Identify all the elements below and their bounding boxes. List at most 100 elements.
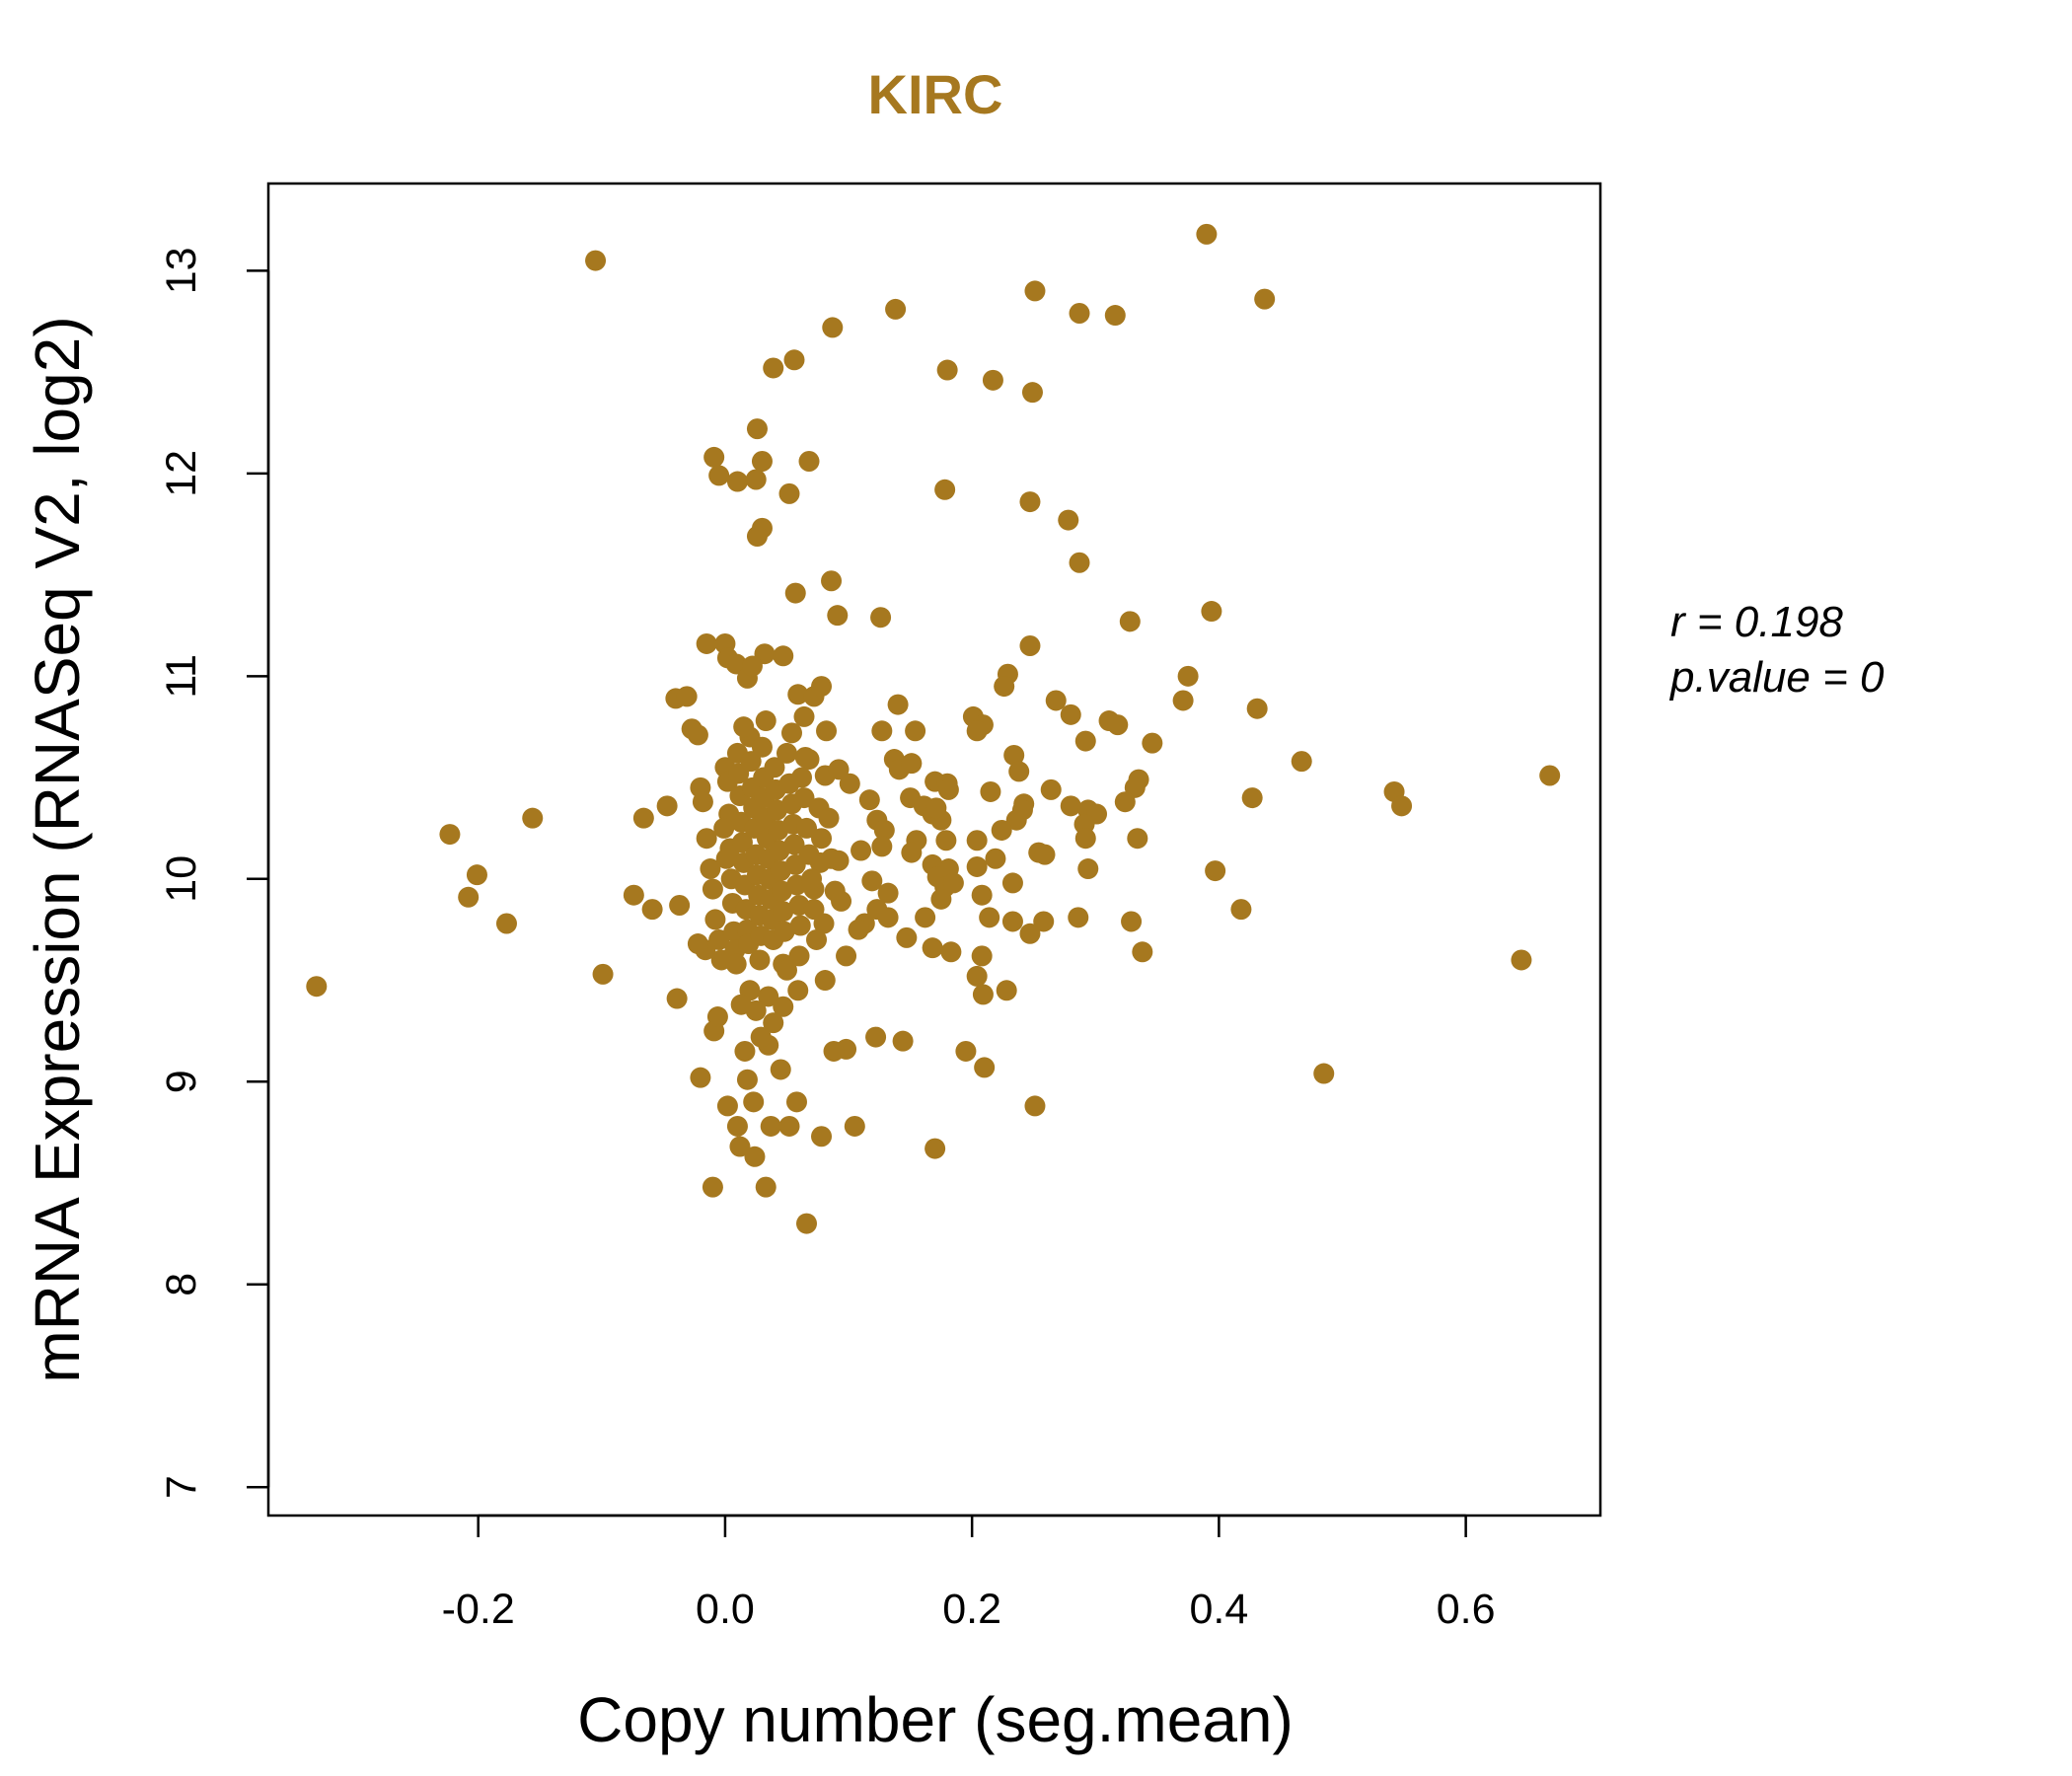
data-point	[1230, 899, 1252, 921]
data-point	[994, 676, 1015, 698]
data-point	[865, 1026, 887, 1048]
data-point	[725, 953, 747, 975]
data-point	[783, 349, 805, 371]
data-point	[1201, 601, 1222, 623]
data-point	[755, 1176, 777, 1198]
data-point	[858, 789, 880, 811]
data-point	[1045, 690, 1067, 711]
correlation-r: r = 0.198	[1670, 598, 1843, 646]
data-point	[1511, 949, 1532, 971]
data-point	[980, 780, 1001, 802]
data-point	[1142, 732, 1163, 754]
data-point	[758, 986, 779, 1007]
data-point	[922, 937, 943, 959]
y-tick-label: 13	[158, 247, 205, 294]
data-point	[1539, 765, 1561, 786]
data-point	[821, 570, 843, 592]
data-point	[725, 653, 747, 675]
data-point	[1246, 698, 1268, 719]
data-point	[887, 694, 909, 715]
y-tick-label: 11	[158, 654, 205, 699]
x-tick-label: 0.0	[696, 1586, 755, 1633]
data-point	[1121, 911, 1143, 932]
data-point	[773, 645, 794, 667]
data-point	[811, 676, 833, 698]
data-point	[896, 926, 918, 948]
data-point	[592, 963, 614, 985]
data-point	[936, 359, 958, 381]
data-point	[716, 1095, 738, 1117]
x-tick-label: 0.2	[942, 1586, 1001, 1633]
data-point	[942, 872, 964, 894]
data-point	[687, 724, 708, 746]
data-point	[861, 870, 883, 892]
data-point	[751, 736, 773, 758]
data-point	[690, 1067, 711, 1088]
data-point	[1177, 665, 1199, 687]
data-point	[796, 817, 818, 839]
data-point	[1058, 509, 1079, 531]
data-point	[750, 1026, 772, 1048]
data-point	[871, 720, 893, 742]
x-axis: -0.2 0.0 0.2 0.4 0.6	[442, 1514, 1496, 1633]
data-point	[751, 451, 773, 473]
data-point	[966, 720, 988, 742]
data-point	[1019, 634, 1041, 656]
data-point	[877, 882, 899, 904]
data-point	[934, 479, 956, 500]
data-point	[877, 907, 899, 928]
data-point	[798, 844, 820, 865]
data-point	[740, 751, 762, 773]
data-point	[935, 830, 957, 851]
data-point	[669, 895, 691, 917]
data-point	[746, 526, 768, 548]
data-point	[666, 988, 688, 1009]
data-point	[839, 773, 860, 794]
data-point	[713, 817, 735, 839]
data-point	[892, 1030, 914, 1052]
data-point	[676, 686, 698, 707]
data-point	[785, 1091, 807, 1113]
data-point	[1313, 1063, 1335, 1084]
data-point	[870, 607, 892, 629]
data-point	[778, 1115, 800, 1137]
data-point	[901, 753, 923, 775]
data-point	[818, 807, 840, 829]
data-point	[1001, 872, 1023, 894]
data-point	[940, 941, 962, 963]
data-point	[966, 965, 988, 987]
data-point	[703, 446, 725, 468]
data-point	[770, 1059, 791, 1080]
y-axis-title: mRNA Expression (RNASeq V2, log2)	[22, 316, 93, 1382]
data-point	[726, 471, 748, 492]
data-point	[789, 915, 811, 936]
data-point	[796, 1213, 818, 1234]
data-point	[745, 469, 767, 490]
data-point	[844, 1115, 865, 1137]
data-point	[1241, 787, 1263, 809]
data-point	[704, 909, 726, 930]
data-point	[1074, 730, 1096, 752]
data-point	[1019, 923, 1041, 944]
data-point	[991, 819, 1012, 841]
data-point	[972, 984, 994, 1005]
data-point	[1060, 703, 1081, 725]
chart-title: KIRC	[868, 63, 1003, 125]
data-point	[585, 250, 607, 271]
data-point	[814, 970, 836, 992]
data-point	[736, 1069, 758, 1090]
data-point	[793, 705, 815, 727]
data-point	[787, 980, 809, 1001]
data-point	[1077, 858, 1099, 880]
y-tick-label: 8	[158, 1273, 205, 1296]
data-point	[774, 921, 795, 942]
data-point	[439, 824, 461, 846]
data-point	[788, 945, 810, 967]
data-point	[873, 819, 895, 841]
data-point	[811, 828, 833, 850]
data-point	[1060, 795, 1081, 817]
data-point	[1205, 860, 1226, 882]
data-point	[715, 848, 737, 869]
data-point	[778, 482, 800, 504]
